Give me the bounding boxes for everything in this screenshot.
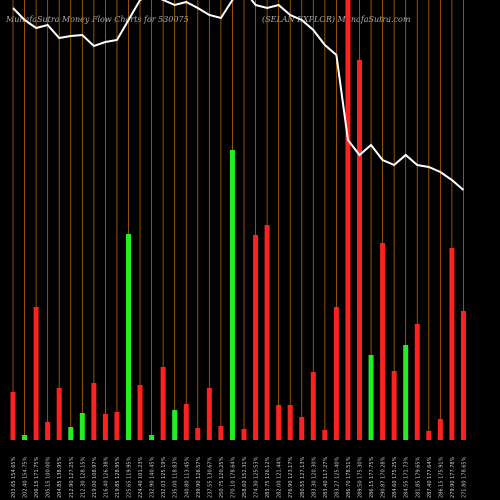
bar xyxy=(287,405,293,440)
bar xyxy=(183,404,189,440)
x-tick-label: 271.80 178.65% xyxy=(461,456,467,498)
x-tick-label: 203.65 154.65% xyxy=(11,456,17,498)
x-tick-label: 224.40 101.23% xyxy=(138,456,144,498)
x-tick-label: 212.90 127.25% xyxy=(69,456,75,498)
bar xyxy=(345,0,351,440)
bar xyxy=(322,430,328,440)
bar xyxy=(449,248,455,440)
bar xyxy=(380,243,386,440)
bar xyxy=(264,225,270,440)
x-tick-label: 283.27 125.40% xyxy=(334,456,340,498)
bar xyxy=(160,367,166,440)
bar xyxy=(79,413,85,440)
bar xyxy=(172,410,178,440)
x-labels: 203.65 154.65% 202.40 154.75% 206.15 171.7… xyxy=(11,456,467,498)
x-tick-label: 283.75 126.12% xyxy=(265,456,271,498)
bar xyxy=(218,426,224,440)
bar xyxy=(195,428,201,440)
bar xyxy=(91,383,97,440)
x-tick-label: 258.60 152.31% xyxy=(242,456,248,498)
bar xyxy=(310,372,316,440)
x-tick-label: 284.55 171.73% xyxy=(404,456,410,498)
x-tick-label: 270.10 178.64% xyxy=(230,456,236,498)
x-tick-label: 235.00 118.83% xyxy=(173,456,179,498)
x-tick-label: 280.55 127.13% xyxy=(300,456,306,498)
bar xyxy=(126,234,131,440)
x-tick-label: 283.40 117.27% xyxy=(323,456,329,498)
x-tick-label: 239.90 126.57% xyxy=(196,456,202,498)
x-tick-label: 276.90 123.17% xyxy=(288,456,294,498)
x-tick-label: 274.30 125.53% xyxy=(254,456,260,498)
money-flow-line xyxy=(12,0,465,191)
x-tick-label: 281.85 179.65% xyxy=(415,456,421,498)
x-tick-label: 219.85 128.95% xyxy=(115,456,121,498)
bar xyxy=(56,388,62,440)
x-tick-label: 283.30 120.30% xyxy=(311,456,317,498)
bar xyxy=(403,345,409,440)
bar xyxy=(10,392,16,440)
bar xyxy=(33,307,39,440)
bar xyxy=(253,235,259,440)
x-tick-label: 250.75 120.25% xyxy=(219,456,225,498)
x-tick-label: 225.65 119.95% xyxy=(127,456,133,498)
bar xyxy=(241,429,247,440)
x-tick-label: 204.85 138.95% xyxy=(57,456,63,498)
x-tick-label: 286.70 178.51% xyxy=(346,456,352,498)
x-tick-label: 282.00 121.44% xyxy=(277,456,283,498)
bar xyxy=(229,150,235,440)
x-tick-label: 289.50 175.30% xyxy=(358,456,364,498)
bar xyxy=(460,311,466,440)
bar xyxy=(357,60,362,440)
x-tick-label: 216.40 126.38% xyxy=(103,456,109,498)
bar xyxy=(391,371,397,440)
x-tick-label: 240.80 113.45% xyxy=(184,456,190,498)
x-tick-label: 232.03 125.19% xyxy=(161,456,167,498)
x-tick-label: 212.30 128.15% xyxy=(80,456,86,498)
bar xyxy=(426,431,432,440)
bar xyxy=(368,355,374,440)
bar xyxy=(206,388,212,440)
bars xyxy=(10,0,466,440)
x-tick-label: 286.15 177.75% xyxy=(369,456,375,498)
x-tick-label: 219.00 108.97% xyxy=(92,456,98,498)
x-tick-label: 290.87 170.28% xyxy=(381,456,387,498)
bar xyxy=(22,435,28,440)
bar xyxy=(437,419,443,440)
x-tick-label: 286.15 175.91% xyxy=(438,456,444,498)
bar xyxy=(102,414,108,440)
bar xyxy=(137,385,143,440)
x-tick-label: 232.90 140.45% xyxy=(150,456,156,498)
x-tick-label: 279.90 177.78% xyxy=(450,456,456,498)
x-tick-label: 284.60 175.25% xyxy=(392,456,398,498)
bar xyxy=(299,417,305,440)
x-tick-label: 237.55 130.67% xyxy=(207,456,213,498)
bar xyxy=(333,307,339,440)
x-tick-label: 205.15 100.00% xyxy=(46,456,52,498)
x-tick-label: 202.40 154.75% xyxy=(23,456,29,498)
chart-title: MunafaSutra Money Flow Charts for 530075 xyxy=(5,15,189,24)
bar xyxy=(276,405,282,440)
bar xyxy=(414,324,420,440)
bar xyxy=(45,422,51,440)
bar xyxy=(149,435,155,440)
x-tick-label: 206.15 171.75% xyxy=(34,456,40,498)
bar xyxy=(68,427,74,440)
x-tick-label: 287.40 177.64% xyxy=(427,456,433,498)
bar xyxy=(114,412,120,440)
